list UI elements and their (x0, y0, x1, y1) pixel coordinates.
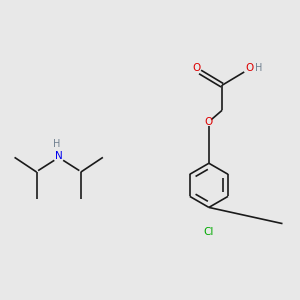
Text: H: H (254, 63, 262, 74)
Text: O: O (246, 63, 254, 74)
Text: O: O (205, 117, 213, 127)
Text: H: H (53, 140, 60, 149)
Text: O: O (192, 63, 201, 74)
Text: Cl: Cl (204, 226, 214, 237)
Text: N: N (55, 151, 63, 161)
